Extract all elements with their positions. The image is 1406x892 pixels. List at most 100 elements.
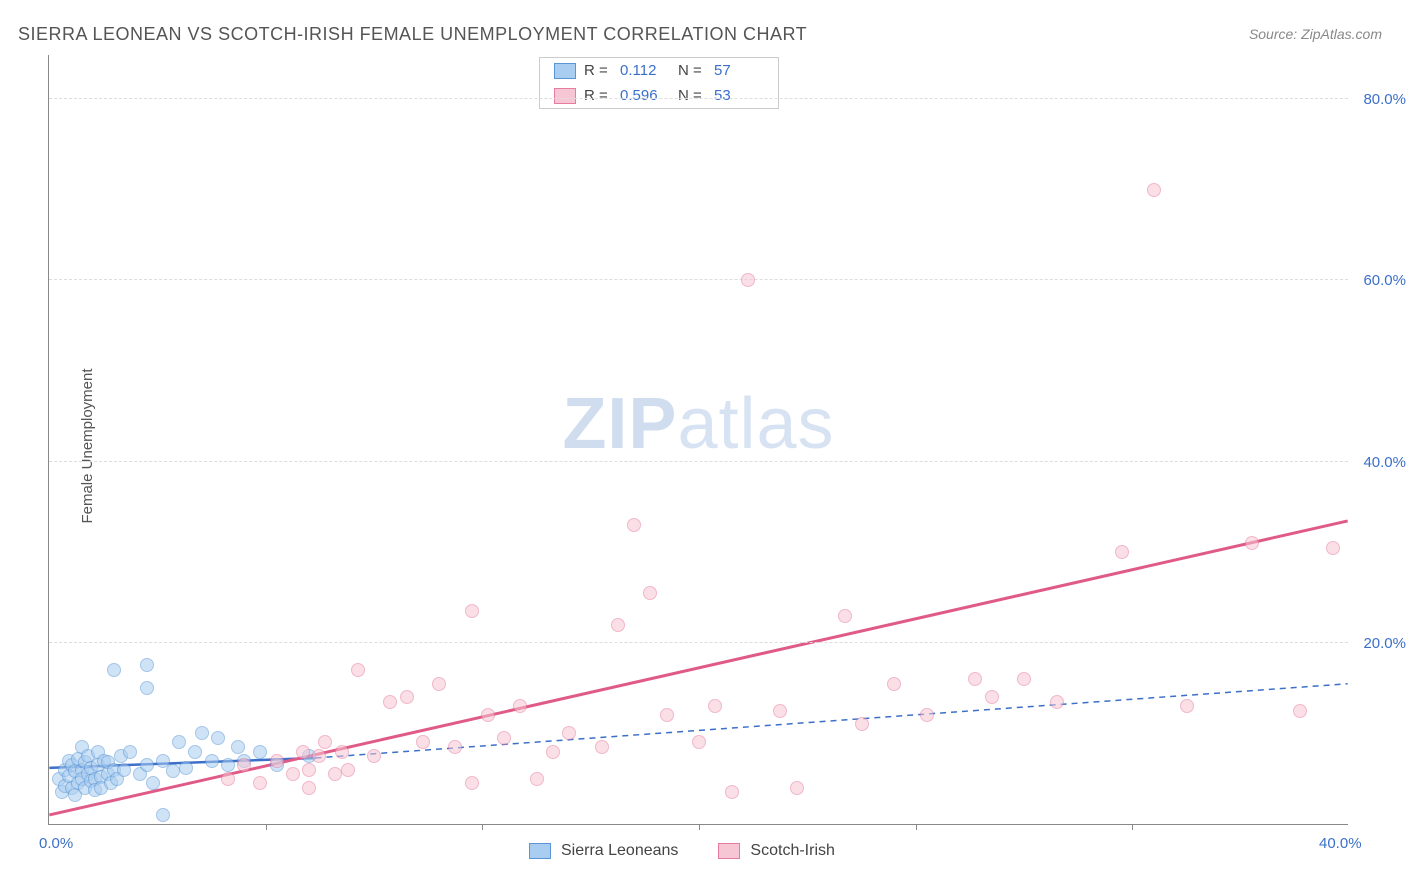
data-point bbox=[270, 754, 284, 768]
data-point bbox=[708, 699, 722, 713]
data-point bbox=[692, 735, 706, 749]
data-point bbox=[481, 708, 495, 722]
series-legend-label: Scotch-Irish bbox=[750, 842, 834, 859]
x-minor-tick bbox=[482, 824, 483, 830]
data-point bbox=[1245, 536, 1259, 550]
watermark: ZIPatlas bbox=[562, 383, 834, 465]
gridline bbox=[49, 279, 1348, 280]
data-point bbox=[117, 763, 131, 777]
data-point bbox=[172, 735, 186, 749]
data-point bbox=[773, 704, 787, 718]
series-legend-label: Sierra Leoneans bbox=[561, 842, 678, 859]
legend-r-label: R = bbox=[584, 87, 612, 104]
data-point bbox=[140, 758, 154, 772]
data-point bbox=[725, 785, 739, 799]
data-point bbox=[855, 717, 869, 731]
legend-n-label: N = bbox=[678, 87, 706, 104]
data-point bbox=[1326, 541, 1340, 555]
data-point bbox=[546, 745, 560, 759]
data-point bbox=[318, 735, 332, 749]
data-point bbox=[432, 677, 446, 691]
data-point bbox=[1293, 704, 1307, 718]
data-point bbox=[530, 772, 544, 786]
legend-n-label: N = bbox=[678, 62, 706, 79]
data-point bbox=[383, 695, 397, 709]
source-label: Source: bbox=[1249, 26, 1301, 42]
regression-line bbox=[315, 684, 1347, 758]
legend-r-value: 0.112 bbox=[620, 62, 670, 79]
data-point bbox=[302, 781, 316, 795]
data-point bbox=[1115, 545, 1129, 559]
x-tick-label: 0.0% bbox=[39, 835, 73, 852]
source-attribution: Source: ZipAtlas.com bbox=[1249, 26, 1382, 42]
data-point bbox=[562, 726, 576, 740]
data-point bbox=[790, 781, 804, 795]
data-point bbox=[465, 604, 479, 618]
source-link[interactable]: ZipAtlas.com bbox=[1301, 26, 1382, 42]
data-point bbox=[838, 609, 852, 623]
data-point bbox=[968, 672, 982, 686]
series-legend-item: Sierra Leoneans bbox=[529, 842, 678, 860]
data-point bbox=[400, 690, 414, 704]
data-point bbox=[211, 731, 225, 745]
data-point bbox=[1147, 183, 1161, 197]
data-point bbox=[221, 758, 235, 772]
data-point bbox=[328, 767, 342, 781]
data-point bbox=[985, 690, 999, 704]
legend-row: R = 0.596 N = 53 bbox=[540, 83, 778, 108]
y-tick-label: 80.0% bbox=[1363, 91, 1406, 108]
legend-swatch bbox=[718, 843, 740, 859]
data-point bbox=[611, 618, 625, 632]
gridline bbox=[49, 98, 1348, 99]
data-point bbox=[416, 735, 430, 749]
data-point bbox=[146, 776, 160, 790]
data-point bbox=[643, 586, 657, 600]
legend-swatch bbox=[529, 843, 551, 859]
x-minor-tick bbox=[266, 824, 267, 830]
legend-r-label: R = bbox=[584, 62, 612, 79]
data-point bbox=[156, 808, 170, 822]
x-minor-tick bbox=[916, 824, 917, 830]
data-point bbox=[296, 745, 310, 759]
data-point bbox=[140, 658, 154, 672]
data-point bbox=[1180, 699, 1194, 713]
data-point bbox=[367, 749, 381, 763]
legend-swatch bbox=[554, 88, 576, 104]
data-point bbox=[627, 518, 641, 532]
plot-area: ZIPatlas R =0.112N =57R =0.596N =53 Sier… bbox=[48, 55, 1348, 825]
legend-n-value: 53 bbox=[714, 87, 764, 104]
data-point bbox=[302, 763, 316, 777]
data-point bbox=[166, 764, 180, 778]
data-point bbox=[660, 708, 674, 722]
y-tick-label: 20.0% bbox=[1363, 635, 1406, 652]
gridline bbox=[49, 461, 1348, 462]
x-minor-tick bbox=[1132, 824, 1133, 830]
data-point bbox=[1050, 695, 1064, 709]
legend-swatch bbox=[554, 63, 576, 79]
data-point bbox=[341, 763, 355, 777]
data-point bbox=[741, 273, 755, 287]
data-point bbox=[253, 776, 267, 790]
data-point bbox=[188, 745, 202, 759]
data-point bbox=[448, 740, 462, 754]
x-minor-tick bbox=[699, 824, 700, 830]
data-point bbox=[1017, 672, 1031, 686]
legend-r-value: 0.596 bbox=[620, 87, 670, 104]
series-legend-item: Scotch-Irish bbox=[718, 842, 834, 860]
data-point bbox=[920, 708, 934, 722]
data-point bbox=[107, 663, 121, 677]
y-tick-label: 40.0% bbox=[1363, 454, 1406, 471]
data-point bbox=[887, 677, 901, 691]
data-point bbox=[595, 740, 609, 754]
data-point bbox=[335, 745, 349, 759]
series-legend: Sierra Leoneans Scotch-Irish bbox=[529, 842, 835, 860]
data-point bbox=[312, 749, 326, 763]
data-point bbox=[231, 740, 245, 754]
data-point bbox=[286, 767, 300, 781]
legend-n-value: 57 bbox=[714, 62, 764, 79]
data-point bbox=[237, 758, 251, 772]
data-point bbox=[221, 772, 235, 786]
data-point bbox=[179, 761, 193, 775]
y-tick-label: 60.0% bbox=[1363, 272, 1406, 289]
data-point bbox=[513, 699, 527, 713]
